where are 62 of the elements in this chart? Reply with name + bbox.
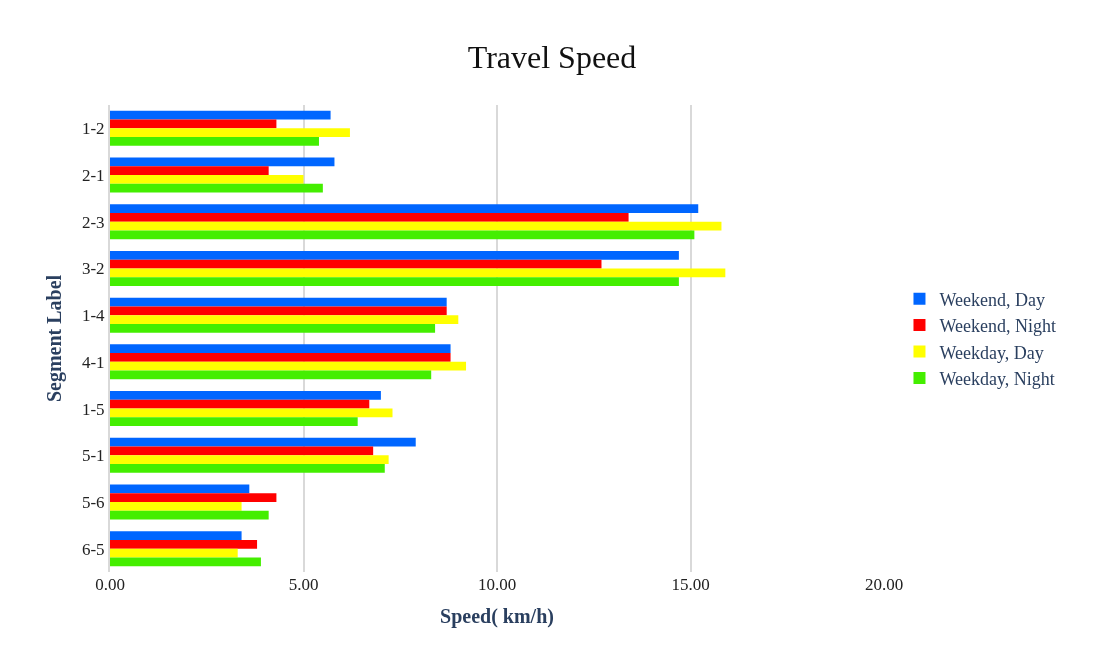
bar	[110, 539, 258, 549]
y-tick-label: 5-6	[81, 492, 105, 512]
bar	[110, 455, 389, 465]
bar	[110, 183, 323, 193]
bar	[110, 166, 269, 176]
bar	[110, 204, 699, 213]
bar	[110, 119, 277, 129]
bar	[110, 259, 602, 269]
bar	[110, 370, 432, 380]
bar	[110, 230, 695, 240]
x-tick-label: 0.00	[95, 575, 125, 594]
x-tick-label: 15.00	[671, 575, 710, 594]
bar	[110, 361, 467, 371]
bar	[110, 268, 726, 278]
bar	[110, 437, 416, 447]
x-tick-label: 5.00	[288, 575, 319, 594]
y-tick-label: 1-4	[81, 306, 106, 326]
bar	[110, 557, 261, 567]
y-tick-label: 2-1	[81, 166, 105, 185]
bar	[110, 446, 374, 456]
bar	[110, 531, 242, 540]
bar	[110, 548, 238, 558]
y-tick-label: 1-2	[81, 119, 105, 139]
bar	[110, 128, 350, 138]
legend-label: Weekend, Night	[939, 316, 1057, 337]
bar	[110, 221, 722, 231]
bar	[110, 297, 447, 307]
x-tick-label: 20.00	[864, 575, 904, 594]
bar	[110, 157, 335, 167]
bar	[110, 315, 459, 324]
chart-title: Travel Speed	[467, 39, 637, 76]
y-tick-label: 1-5	[81, 399, 105, 419]
bar	[110, 464, 385, 473]
bar	[110, 510, 269, 520]
x-tick-label: 10.00	[477, 575, 517, 594]
bar	[110, 323, 436, 333]
y-tick-label: 6-5	[81, 539, 105, 559]
y-tick-label: 2-3	[81, 212, 105, 232]
legend-label: Weekday, Day	[939, 342, 1044, 363]
bar	[110, 277, 679, 286]
bar	[110, 353, 451, 362]
x-axis-title: Speed( km/h)	[440, 604, 554, 628]
y-tick-label: 5-1	[81, 446, 105, 466]
bar	[110, 137, 319, 146]
bar	[110, 417, 358, 427]
bar	[110, 408, 393, 418]
bar	[110, 484, 250, 494]
y-axis-title: Segment Label	[42, 274, 66, 403]
y-tick-label: 3-2	[81, 259, 105, 279]
bar	[110, 493, 277, 502]
bar	[110, 306, 447, 316]
bar	[110, 175, 304, 184]
bar	[110, 391, 381, 400]
legend-label: Weekend, Day	[939, 289, 1045, 310]
bar	[110, 501, 242, 511]
bar	[110, 399, 370, 409]
y-tick-label: 4-1	[81, 352, 105, 372]
bar	[110, 250, 679, 260]
bar	[110, 212, 629, 222]
bar	[110, 344, 451, 354]
legend-label: Weekday, Night	[939, 368, 1055, 389]
bar	[110, 110, 331, 120]
